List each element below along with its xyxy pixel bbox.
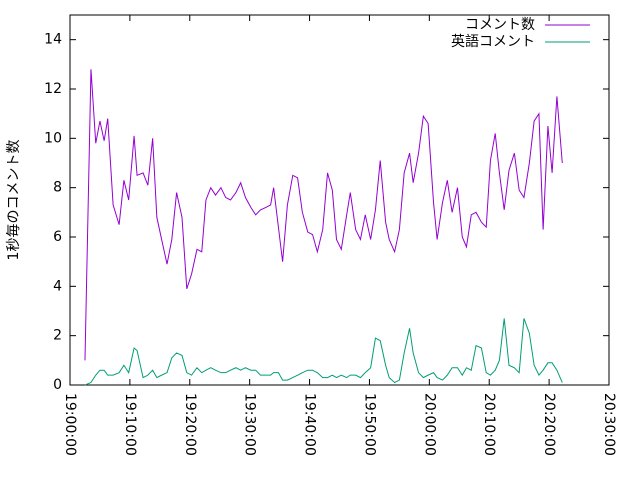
y-tick-label: 14 — [44, 32, 62, 48]
x-tick-label: 20:20:00 — [541, 393, 557, 456]
series-line — [84, 318, 563, 386]
y-tick-label: 8 — [53, 180, 62, 196]
x-tick-label: 20:30:00 — [601, 393, 617, 456]
y-tick-label: 6 — [53, 229, 62, 245]
x-tick-label: 19:40:00 — [302, 393, 318, 456]
x-tick-label: 19:30:00 — [242, 393, 258, 456]
plot-frame — [69, 14, 610, 386]
y-tick-label: 2 — [53, 328, 62, 344]
series-line — [84, 69, 563, 361]
x-tick-label: 19:10:00 — [122, 393, 138, 456]
y-tick-label: 12 — [44, 81, 62, 97]
legend-label: 英語コメント — [451, 33, 535, 50]
x-tick-label: 19:00:00 — [62, 393, 78, 456]
x-tick-label: 20:10:00 — [481, 393, 497, 456]
y-tick-label: 10 — [44, 130, 62, 146]
x-tick-label: 19:20:00 — [182, 393, 198, 456]
y-axis-label: 1秒毎のコメント数 — [6, 140, 22, 261]
x-tick-label: 20:00:00 — [421, 393, 437, 456]
x-tick-label: 19:50:00 — [361, 393, 377, 456]
y-tick-label: 4 — [53, 278, 62, 294]
y-tick-label: 0 — [53, 377, 62, 393]
legend-label: コメント数 — [465, 17, 535, 33]
